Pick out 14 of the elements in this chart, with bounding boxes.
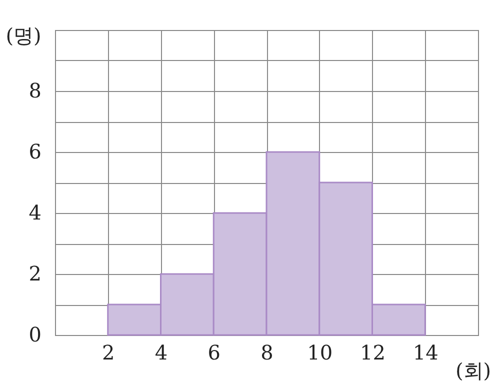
y-tick-label: 4 <box>28 200 42 224</box>
x-tick-label: 6 <box>208 340 220 364</box>
y-tick-label: 0 <box>28 322 42 346</box>
y-tick-label: 2 <box>28 262 42 286</box>
x-tick-label: 12 <box>360 340 386 364</box>
y-axis-title: (명) <box>6 24 42 48</box>
x-tick-label: 2 <box>102 340 115 364</box>
y-tick-label: 6 <box>28 140 42 164</box>
x-tick-label: 8 <box>260 340 274 364</box>
x-tick-label: 4 <box>154 340 168 364</box>
y-tick-label: 8 <box>28 78 42 102</box>
x-tick-label: 10 <box>307 340 333 364</box>
x-axis-title: (회) <box>456 358 492 382</box>
x-tick-label: 14 <box>412 340 438 364</box>
